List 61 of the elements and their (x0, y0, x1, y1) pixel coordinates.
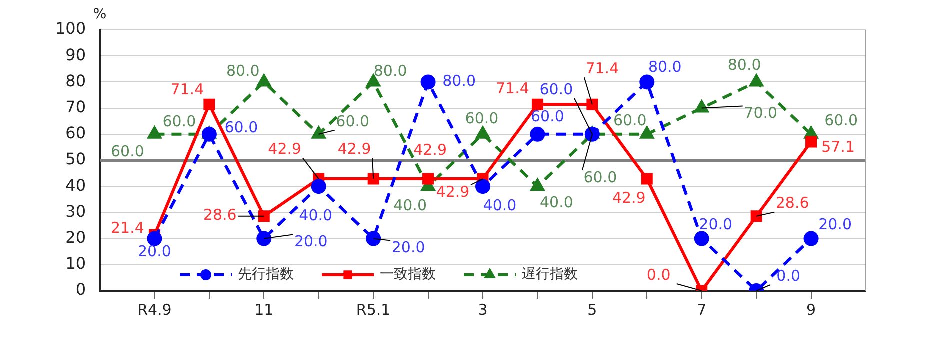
data-label: 60.0 (336, 112, 370, 130)
legend-label: 遅行指数 (522, 266, 578, 283)
data-label: 0.0 (776, 266, 800, 285)
data-label: 42.9 (612, 188, 646, 207)
x-tick-label: R4.9 (138, 300, 172, 319)
data-label: 20.0 (138, 242, 172, 261)
data-label: 20.0 (818, 216, 852, 234)
y-axis-title: % (93, 6, 107, 23)
data-label: 60.0 (162, 112, 196, 130)
data-label: 71.4 (170, 80, 204, 99)
data-label: 40.0 (483, 196, 517, 214)
x-tick-label: R5.1 (356, 300, 391, 319)
y-tick-label: 70 (66, 97, 86, 116)
y-tick-label: 100 (55, 19, 86, 38)
data-label: 42.9 (338, 140, 372, 158)
data-label: 80.0 (728, 56, 762, 74)
data-label: 80.0 (442, 72, 476, 90)
data-label: 20.0 (699, 216, 733, 234)
data-label: 28.6 (776, 194, 810, 212)
data-label: 42.9 (414, 140, 447, 159)
legend-label: 先行指数 (238, 266, 294, 283)
data-label: 42.9 (436, 182, 470, 201)
data-label: 71.4 (496, 80, 530, 98)
data-label: 40.0 (394, 196, 427, 214)
data-label: 60.0 (531, 107, 564, 126)
x-tick-label: 3 (478, 300, 488, 319)
y-tick-label: 80 (66, 71, 86, 90)
data-label: 60.0 (111, 142, 144, 160)
data-label: 57.1 (822, 138, 855, 156)
y-tick-label: 30 (66, 202, 86, 221)
y-tick-label: 90 (66, 45, 86, 64)
y-tick-label: 10 (66, 254, 86, 274)
x-tick-label: 7 (697, 300, 707, 319)
data-label: 71.4 (586, 60, 620, 78)
y-tick-label: 50 (66, 150, 86, 169)
x-tick-label: 11 (254, 300, 274, 319)
data-label: 0.0 (646, 266, 671, 284)
data-label: 40.0 (299, 206, 333, 224)
legend-label: 一致指数 (380, 266, 436, 283)
data-label: 20.0 (392, 238, 426, 257)
y-tick-label: 60 (66, 124, 86, 143)
data-label: 20.0 (294, 232, 328, 251)
data-label: 60.0 (540, 80, 574, 98)
y-tick-label: 0 (76, 280, 86, 300)
data-label: 80.0 (648, 58, 682, 76)
data-label: 42.9 (268, 140, 302, 158)
y-tick-label: 40 (66, 176, 86, 195)
data-label: 60.0 (465, 109, 499, 128)
data-label: 60.0 (584, 168, 618, 186)
y-tick-label: 20 (66, 228, 86, 247)
data-label: 70.0 (744, 104, 778, 122)
data-label: 28.6 (203, 206, 237, 224)
data-label: 80.0 (226, 62, 260, 80)
data-label: 60.0 (224, 118, 258, 136)
x-tick-label: 9 (806, 300, 816, 319)
data-label: 60.0 (613, 111, 647, 130)
data-label: 40.0 (540, 193, 574, 212)
data-label: 60.0 (824, 111, 858, 130)
x-tick-label: 5 (588, 300, 598, 319)
data-label: 80.0 (374, 62, 408, 80)
data-label: 21.4 (111, 219, 144, 238)
